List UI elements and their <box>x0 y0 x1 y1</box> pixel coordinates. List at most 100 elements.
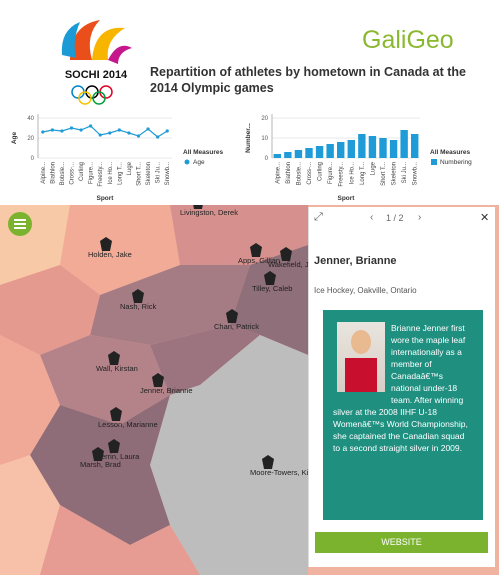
athlete-label[interactable]: Wakefield, Jennifer <box>268 260 332 269</box>
bio-text: Brianne Jenner first wore the maple leaf… <box>333 323 468 453</box>
x-tick-label: Short T... <box>137 162 143 186</box>
athlete-icon <box>226 309 238 323</box>
x-tick-label: Figure... <box>89 162 95 184</box>
y-axis-label: Number... <box>245 123 252 153</box>
x-tick-label: Bobsle... <box>296 162 302 186</box>
point <box>79 128 83 132</box>
athlete-label[interactable]: Perrin, Laura <box>96 452 140 461</box>
brand: GaliGeo <box>362 26 454 54</box>
x-tick-label: Freesty... <box>339 162 345 187</box>
point <box>117 128 121 132</box>
athlete-icon <box>100 237 112 251</box>
athlete-label[interactable]: Moore-Towers, Kirsten <box>250 468 325 477</box>
x-tick-label: Short T... <box>381 162 387 186</box>
athlete-icon <box>250 243 262 257</box>
x-tick-label: Figure... <box>328 162 334 184</box>
y-tick-label: 10 <box>261 136 268 142</box>
athlete-icon <box>152 373 164 387</box>
y-tick-label: 40 <box>27 116 34 122</box>
bar <box>389 140 398 158</box>
athlete-details: Ice Hockey, Oakville, Ontario <box>314 286 417 295</box>
x-tick-label: Ice Ho... <box>349 162 355 185</box>
bar <box>379 138 387 158</box>
bar <box>273 154 281 158</box>
athlete-label[interactable]: Holden, Jake <box>88 250 132 259</box>
athlete-label[interactable]: Chan, Patrick <box>214 322 259 331</box>
x-tick-label: Skeleton <box>146 162 152 185</box>
pager: 1 / 2 <box>386 213 404 223</box>
athlete-icon <box>193 205 203 209</box>
bar <box>358 134 366 158</box>
charts: 0 20 40 Age Sport Alpine... Biathlon Bobsle... C… <box>11 114 472 202</box>
x-tick-label: Ski Ju... <box>402 162 408 184</box>
athlete-label[interactable]: Jenner, Brianne <box>140 386 193 395</box>
x-tick-label: Cross-... <box>70 162 76 185</box>
legend-swatch <box>431 159 437 165</box>
y-tick-label: 0 <box>31 156 35 162</box>
x-tick-label: Luge <box>370 161 376 175</box>
legend-label: Age <box>193 159 205 166</box>
next-button[interactable]: › <box>418 212 422 223</box>
x-tick-label: Ski Ju... <box>156 162 162 184</box>
photo <box>337 322 385 392</box>
x-axis-label: Sport <box>338 195 356 202</box>
x-axis-label: Sport <box>97 195 115 202</box>
point <box>136 134 141 138</box>
x-tick-label: Alpine... <box>275 162 281 184</box>
x-tick-label: Snowb... <box>165 162 171 186</box>
athlete-icon <box>280 247 292 261</box>
bar <box>305 148 313 158</box>
logo-text: SOCHI 2014 <box>65 69 128 81</box>
x-tick-label: Biathlon <box>286 162 292 184</box>
x-tick-label: Luge <box>127 161 133 175</box>
x-tick-label: Ice Ho... <box>108 162 114 185</box>
legend-swatch <box>184 159 190 165</box>
x-tick-label: Curling <box>79 162 85 181</box>
athlete-label[interactable]: Apps, Gillian <box>238 256 280 265</box>
athlete-name: Jenner, Brianne <box>314 255 397 267</box>
x-tick-label: Skeleton <box>392 162 398 185</box>
legend-label: Numbering <box>440 159 472 166</box>
x-tick-label: Snowb... <box>413 162 419 186</box>
header: SOCHI 2014 GaliGeo <box>61 20 454 105</box>
legend-title: All Measures <box>430 149 470 156</box>
athlete-label[interactable]: Marsh, Brad <box>80 460 121 469</box>
point <box>127 131 131 135</box>
prev-button[interactable]: ‹ <box>370 212 374 223</box>
bar <box>347 140 355 158</box>
title: Repartition of athletes by hometown in C… <box>150 65 467 95</box>
x-tick-label: Bobsle... <box>60 162 66 186</box>
sochi-logo: SOCHI 2014 <box>61 20 132 105</box>
athlete-label[interactable]: Nash, Rick <box>120 302 157 311</box>
bar <box>411 134 419 158</box>
y-tick-label: 20 <box>261 116 268 122</box>
expand-button[interactable]: ⤢ <box>314 211 323 223</box>
athlete-icon <box>132 289 144 303</box>
y-tick-label: 0 <box>265 156 269 162</box>
point <box>60 129 64 133</box>
athlete-label[interactable]: Tilley, Caleb <box>252 284 292 293</box>
x-tick-label: Freesty... <box>98 162 104 187</box>
point <box>108 131 112 135</box>
point <box>41 130 45 134</box>
athlete-icon <box>262 455 274 469</box>
athlete-icon <box>92 447 104 461</box>
point <box>98 133 102 137</box>
athlete-icon <box>108 439 120 453</box>
point <box>156 135 160 139</box>
x-tick-label: Long T... <box>360 162 366 185</box>
athlete-icon <box>264 271 276 285</box>
y-axis-label: Age <box>11 131 18 144</box>
athlete-label[interactable]: Wall, Kirstan <box>96 364 138 373</box>
bar <box>284 152 292 158</box>
website-button[interactable]: WEBSITE <box>315 532 488 553</box>
bar <box>368 136 377 158</box>
close-button[interactable]: ✕ <box>480 212 490 224</box>
athlete-icon <box>108 351 120 365</box>
x-tick-label: Curling <box>318 162 324 181</box>
athlete-label[interactable]: Livingston, Derek <box>180 208 238 217</box>
athlete-icon <box>110 407 122 421</box>
athlete-label[interactable]: Lesson, Marianne <box>98 420 158 429</box>
legend-title: All Measures <box>183 149 223 156</box>
